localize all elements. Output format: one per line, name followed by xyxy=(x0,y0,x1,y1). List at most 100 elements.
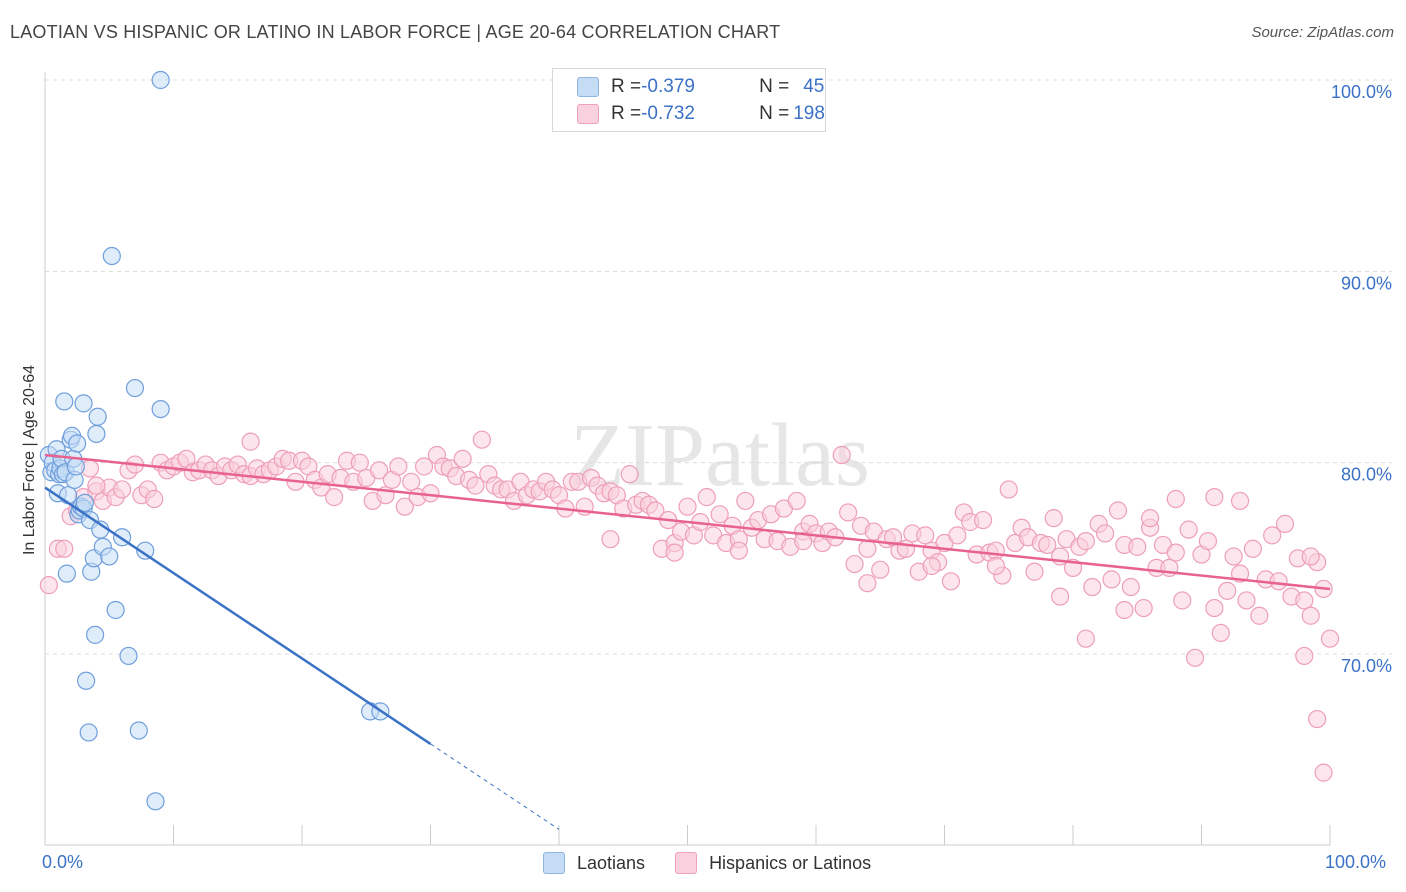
hispanic-point xyxy=(1224,547,1243,566)
laotian-point xyxy=(125,378,145,398)
laotian-point xyxy=(75,493,94,512)
legend-item-hispanics[interactable]: Hispanics or Latinos xyxy=(675,852,871,874)
hispanic-point xyxy=(1295,591,1314,610)
laotian-point xyxy=(79,723,98,742)
hispanic-point xyxy=(665,543,684,562)
x-tick-label-max: 100.0% xyxy=(1325,852,1387,872)
hispanic-point xyxy=(55,539,74,558)
hispanic-point xyxy=(620,465,639,484)
n-value: 198 xyxy=(793,103,825,124)
hispanic-swatch xyxy=(577,104,599,124)
legend-label: Hispanics or Latinos xyxy=(709,852,872,873)
laotian-point xyxy=(146,792,165,811)
source-label: Source: ZipAtlas.com xyxy=(1251,24,1394,41)
hispanic-point xyxy=(1083,577,1102,597)
hispanic-point xyxy=(1044,509,1063,528)
laotian-point xyxy=(87,424,106,444)
hispanic-point xyxy=(845,554,864,574)
x-tick-label-min: 0.0% xyxy=(42,852,84,872)
hispanic-point xyxy=(858,574,877,593)
r-value: -0.732 xyxy=(641,103,695,124)
hispanic-point xyxy=(832,445,851,465)
hispanic-point xyxy=(1320,629,1340,648)
hispanic-point xyxy=(1301,606,1320,625)
n-label: N = xyxy=(759,76,790,97)
y-tick-label: 80.0% xyxy=(1341,465,1392,485)
hispanic-point xyxy=(922,556,941,576)
hispanic-point xyxy=(1076,532,1095,551)
hispanic-point xyxy=(1230,491,1250,511)
hispanic-point xyxy=(39,576,58,595)
hispanic-point xyxy=(112,480,132,499)
legend-label: Laotians xyxy=(577,852,646,873)
hispanic-point xyxy=(1140,509,1160,528)
hispanic-point xyxy=(1038,535,1057,555)
hispanic-point xyxy=(1198,532,1218,551)
laotian-legend-swatch xyxy=(543,852,565,874)
laotian-point xyxy=(151,70,170,90)
hispanic-point xyxy=(678,497,697,516)
laotian-point xyxy=(100,547,119,566)
laotian-point xyxy=(129,721,148,740)
n-value: 45 xyxy=(803,76,825,97)
hispanic-point xyxy=(389,457,408,476)
r-label: R = xyxy=(611,103,642,124)
hispanic-point xyxy=(1218,581,1237,600)
y-tick-labels: 70.0% 80.0% 90.0% 100.0% xyxy=(1331,82,1392,676)
hispanic-point xyxy=(1205,488,1224,507)
hispanic-point xyxy=(839,503,858,522)
hispanic-point xyxy=(414,457,434,476)
hispanic-point xyxy=(736,491,755,511)
laotian-point xyxy=(136,541,155,560)
hispanic-point xyxy=(729,541,749,560)
hispanic-point xyxy=(1025,562,1044,581)
y-tick-label: 70.0% xyxy=(1341,656,1392,676)
laotian-point xyxy=(106,600,125,620)
hispanic-points xyxy=(39,430,1340,782)
legend-row-hispanics: R = -0.732 N = 198 xyxy=(577,102,825,126)
hispanic-point xyxy=(1051,587,1070,606)
series-legend: Laotians Hispanics or Latinos xyxy=(543,852,901,874)
hispanic-legend-swatch xyxy=(675,852,698,874)
hispanic-point xyxy=(1134,598,1153,618)
hispanic-point xyxy=(466,476,485,495)
hispanic-point xyxy=(1301,547,1320,566)
laotian-swatch xyxy=(577,77,599,97)
hispanic-point xyxy=(350,453,369,472)
laotian-trend-extension xyxy=(430,743,560,830)
laotian-point xyxy=(86,625,105,644)
n-label: N = xyxy=(759,103,790,124)
laotian-point xyxy=(88,407,107,426)
hispanic-point xyxy=(1211,623,1230,643)
hispanic-point xyxy=(395,497,414,516)
hispanic-point xyxy=(941,572,961,591)
r-value: -0.379 xyxy=(641,76,695,97)
hispanic-point xyxy=(1166,489,1185,509)
chart-title: LAOTIAN VS HISPANIC OR LATINO IN LABOR F… xyxy=(10,22,781,42)
hispanic-point xyxy=(1108,501,1128,520)
hispanic-point xyxy=(241,432,260,451)
hispanic-point xyxy=(601,530,620,549)
hispanic-point xyxy=(453,449,472,468)
hispanic-point xyxy=(1250,606,1269,625)
legend-item-laotians[interactable]: Laotians xyxy=(543,852,645,874)
hispanic-point xyxy=(1275,514,1295,533)
hispanic-point xyxy=(370,461,389,480)
laotian-trend-line xyxy=(44,486,432,745)
hispanic-point xyxy=(402,472,421,491)
hispanic-point xyxy=(1205,598,1224,618)
hispanic-point xyxy=(1076,629,1095,648)
hispanic-point xyxy=(472,430,491,449)
legend-row-laotians: R = -0.379 N = 45 xyxy=(577,75,824,99)
y-tick-label: 100.0% xyxy=(1331,82,1392,102)
hispanic-point xyxy=(1128,537,1147,556)
hispanic-point xyxy=(1237,591,1256,610)
hispanic-point xyxy=(1115,600,1134,620)
laotian-points xyxy=(39,70,390,811)
hispanic-point xyxy=(325,488,344,507)
laotian-point xyxy=(55,392,74,411)
correlation-legend: R = -0.379 N = 45 R = -0.732 N = 198 xyxy=(552,68,826,132)
hispanic-point xyxy=(1096,524,1115,543)
hispanic-point xyxy=(1243,539,1263,558)
